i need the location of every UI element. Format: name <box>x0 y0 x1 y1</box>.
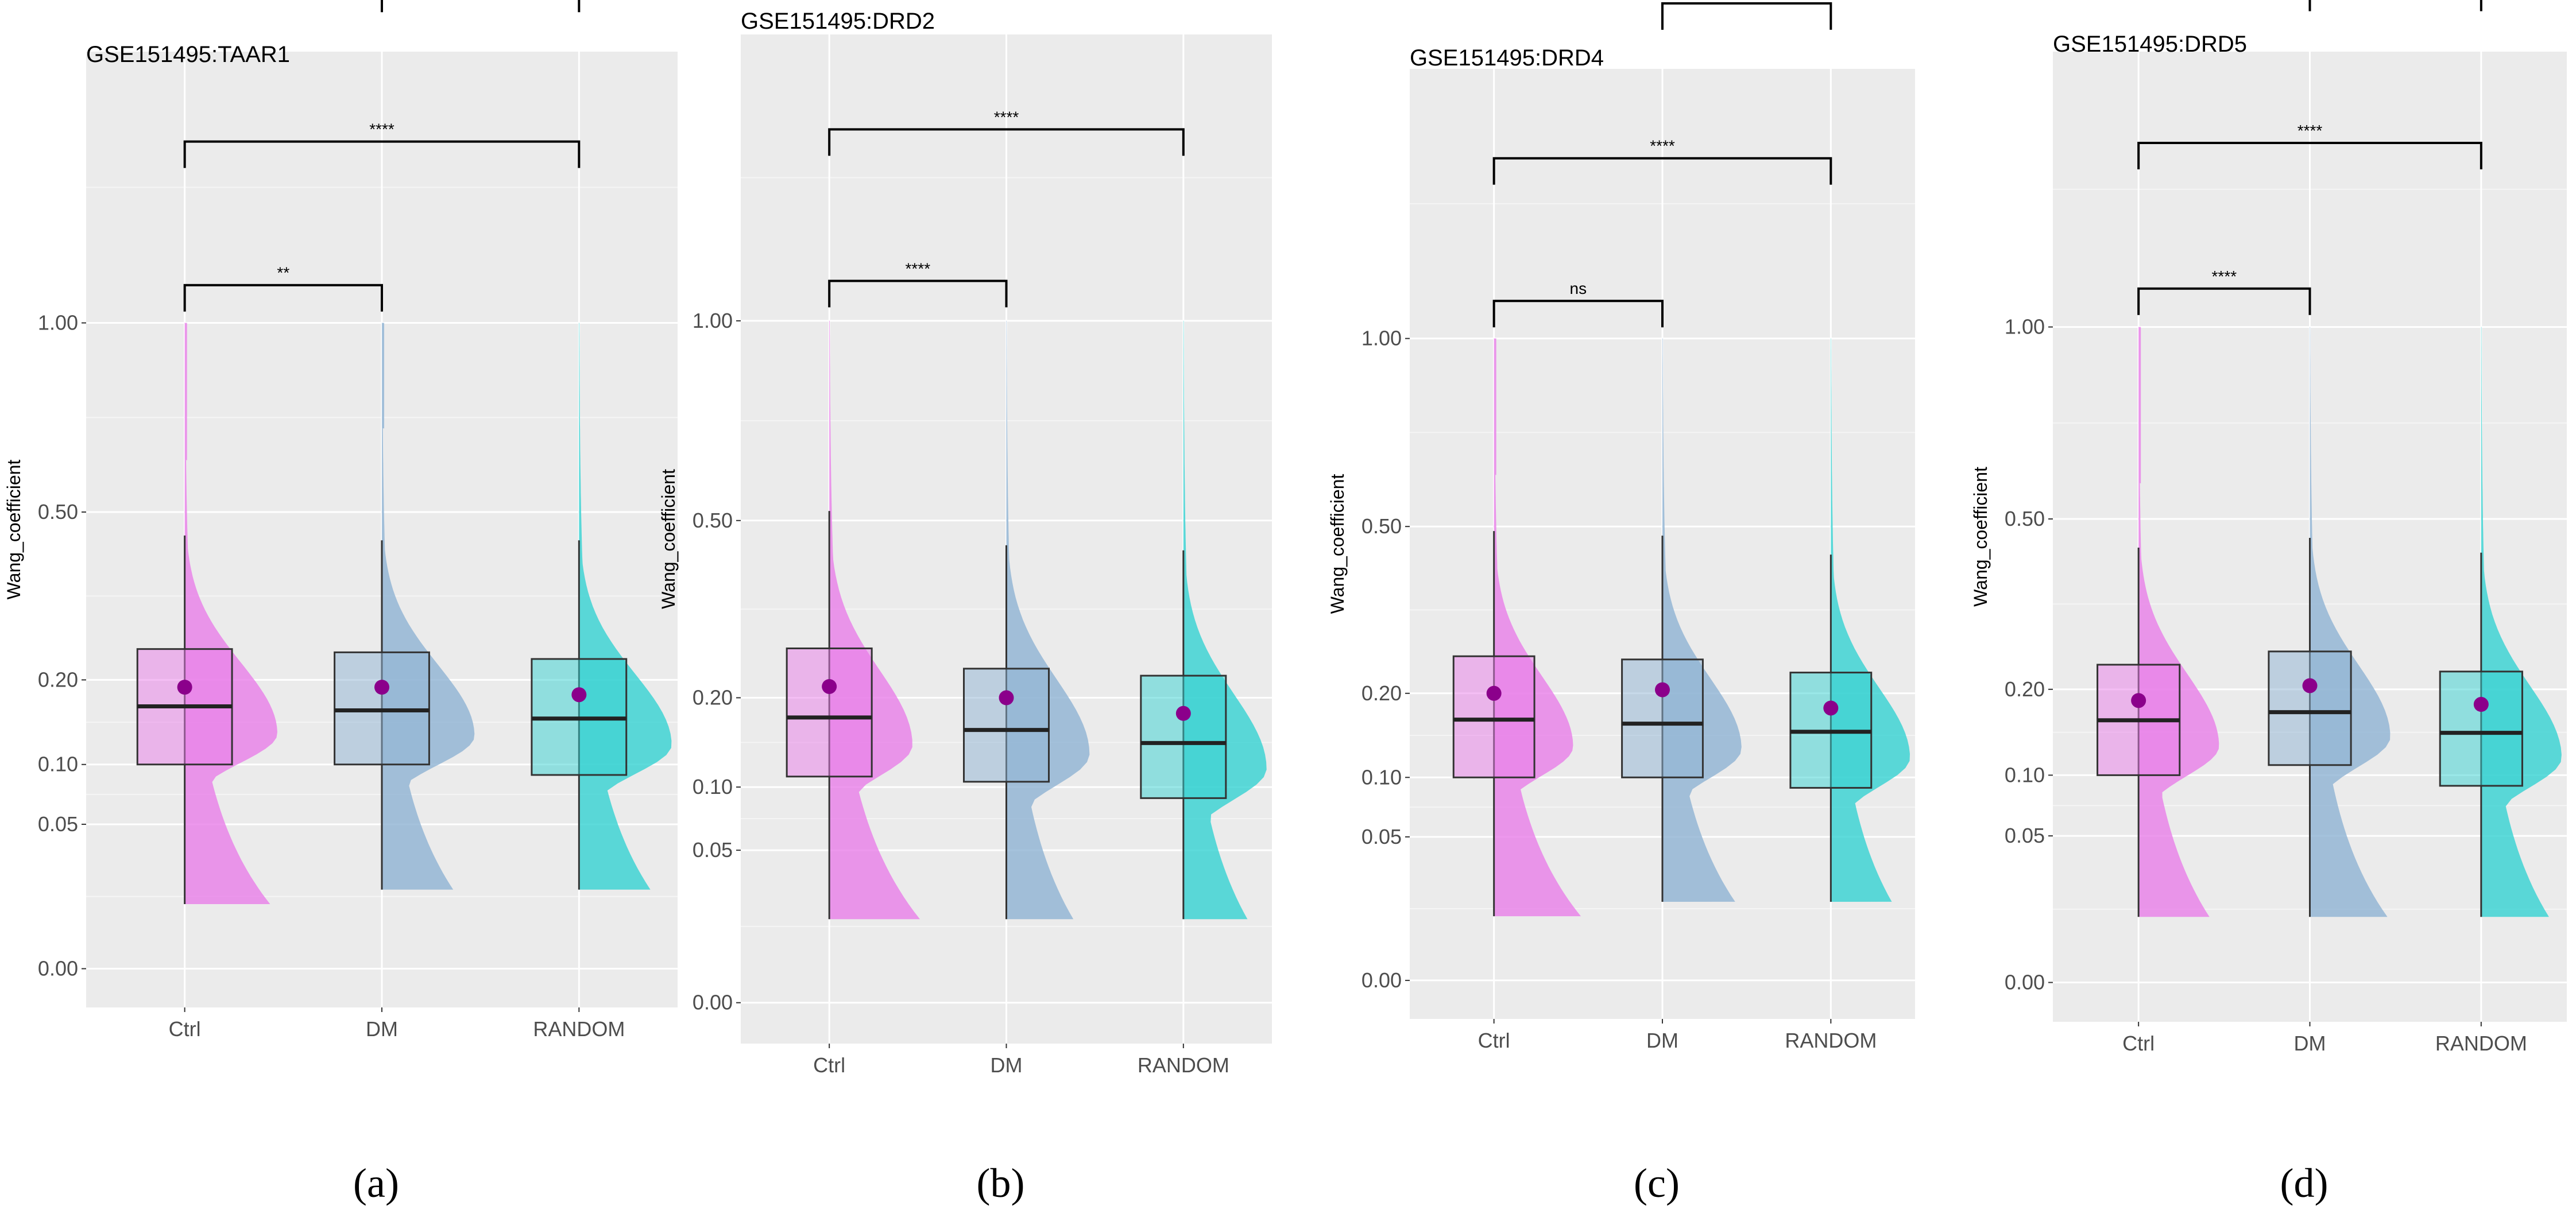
y-tick-label: 0.50 <box>693 509 733 532</box>
y-tick-label: 1.00 <box>1362 327 1402 350</box>
panel-b: 0.00 0.05 0.10 0.20 0.50 1.00 Ctrl DM RANDOM ****… <box>658 9 1272 1206</box>
x-tick-label-ctrl: Ctrl <box>813 1053 845 1077</box>
significance-label: **** <box>906 259 931 277</box>
violin-ctrl <box>1494 475 1581 917</box>
panel-caption: (b) <box>977 1160 1025 1206</box>
significance-bracket <box>828 280 1008 308</box>
y-tick-label: 0.00 <box>38 957 78 980</box>
mean-point-random <box>2473 697 2489 712</box>
y-axis-label: Wang_coefficient <box>1327 474 1348 614</box>
mean-point-random <box>571 687 587 703</box>
panel-caption: (d) <box>2280 1160 2329 1206</box>
box-ctrl <box>786 648 873 778</box>
y-tick-label: 0.10 <box>693 775 733 798</box>
y-tick-label: 0.20 <box>38 668 78 691</box>
mean-point-dm <box>999 690 1014 705</box>
x-tick-label-dm: DM <box>1646 1029 1678 1052</box>
panel-caption: (a) <box>353 1160 399 1206</box>
significance-label: **** <box>1650 137 1675 155</box>
y-tick-label: 0.10 <box>1362 765 1402 789</box>
significance-bracket <box>828 128 1185 156</box>
panel-title: GSE151495:DRD5 <box>2053 32 2247 57</box>
x-tick-label-dm: DM <box>2294 1032 2326 1055</box>
significance-bracket <box>183 140 581 168</box>
y-tick-label: 0.05 <box>1362 825 1402 848</box>
y-tick-label: 0.10 <box>2005 763 2045 786</box>
x-tick-label-random: RANDOM <box>533 1017 625 1041</box>
mean-point-ctrl <box>177 680 192 695</box>
panel-title: GSE151495:TAAR1 <box>86 42 290 67</box>
box-dm <box>2268 650 2352 766</box>
y-axis-label: Wang_coefficient <box>658 469 679 609</box>
significance-label: ** <box>277 264 289 282</box>
y-tick-label: 0.00 <box>1362 968 1402 992</box>
y-tick-label: 0.50 <box>38 500 78 524</box>
x-tick-label-ctrl: Ctrl <box>2122 1032 2155 1055</box>
y-tick-label: 1.00 <box>38 311 78 335</box>
panel-title: GSE151495:DRD2 <box>741 9 935 34</box>
mean-point-dm <box>2302 678 2318 693</box>
box-dm <box>1621 658 1704 778</box>
box-random <box>1140 674 1227 799</box>
significance-bracket <box>1492 300 1664 328</box>
significance-bracket <box>2137 287 2311 315</box>
box-dm <box>963 668 1050 783</box>
mean-point-dm <box>374 680 389 695</box>
y-tick-label: 1.00 <box>2005 315 2045 339</box>
x-tick-label-random: RANDOM <box>1785 1029 1877 1052</box>
y-axis-label: Wang_coefficient <box>1970 467 1991 607</box>
x-tick-label-random: RANDOM <box>2435 1032 2527 1055</box>
significance-label: **** <box>369 121 394 138</box>
y-tick-label: 0.50 <box>1362 514 1402 538</box>
y-tick-label: 0.05 <box>693 838 733 862</box>
x-tick-label-random: RANDOM <box>1138 1053 1229 1077</box>
x-tick-label-dm: DM <box>366 1017 398 1041</box>
mean-point-ctrl <box>1486 685 1502 701</box>
significance-bracket <box>1661 2 1832 30</box>
y-tick-label: 0.20 <box>2005 677 2045 701</box>
panel-title: GSE151495:DRD4 <box>1410 45 1604 71</box>
significance-label: ns <box>1570 280 1587 297</box>
x-tick-label-ctrl: Ctrl <box>1478 1029 1510 1052</box>
y-axis-label: Wang_coefficient <box>3 460 24 600</box>
y-tick-label: 0.20 <box>693 686 733 710</box>
y-tick-label: 1.00 <box>693 309 733 332</box>
significance-bracket <box>381 0 581 13</box>
mean-point-random <box>1175 705 1191 721</box>
y-tick-label: 0.05 <box>38 812 78 836</box>
y-tick-label: 0.50 <box>2005 507 2045 530</box>
significance-bracket <box>2137 142 2482 170</box>
significance-label: **** <box>2212 268 2237 285</box>
mean-point-ctrl <box>822 679 837 694</box>
y-tick-label: 0.00 <box>693 991 733 1014</box>
significance-bracket <box>183 284 383 312</box>
y-tick-label: 0.20 <box>1362 681 1402 705</box>
box-ctrl <box>1452 655 1535 778</box>
significance-label: **** <box>994 108 1019 126</box>
significance-bracket <box>2308 0 2482 11</box>
panel-c: 0.00 0.05 0.10 0.20 0.50 1.00 Ctrl DM RANDOM ns **… <box>1327 2 1915 1206</box>
y-tick-label: 0.00 <box>2005 970 2045 994</box>
panel-d: 0.00 0.05 0.10 0.20 0.50 1.00 Ctrl DM RANDOM ****… <box>1970 0 2567 1206</box>
x-tick-label-ctrl: Ctrl <box>169 1017 201 1041</box>
box-random <box>2439 670 2523 787</box>
significance-label: **** <box>2297 122 2323 139</box>
panel-caption: (c) <box>1634 1160 1680 1206</box>
x-tick-label-dm: DM <box>991 1053 1023 1077</box>
mean-point-random <box>1823 700 1839 716</box>
y-tick-label: 0.10 <box>38 753 78 776</box>
mean-point-ctrl <box>2131 693 2146 708</box>
mean-point-dm <box>1655 682 1670 697</box>
violin-dm <box>2310 327 2391 917</box>
significance-bracket <box>1492 157 1832 185</box>
y-tick-label: 0.05 <box>2005 824 2045 847</box>
